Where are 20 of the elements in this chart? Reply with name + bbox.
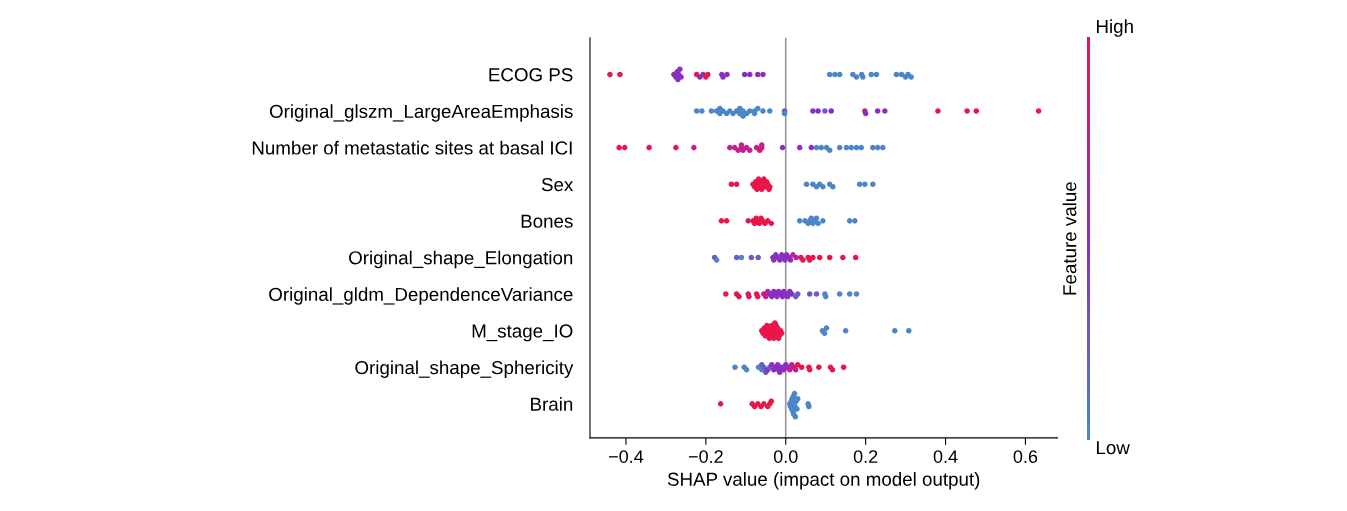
y-tick-label: Bones [521,214,573,228]
text: High [1096,19,1133,37]
y-tick-label: Original_shape_Sphericity [355,360,574,378]
x-tick-label: −0.2 [688,450,723,463]
x-tick-label: 0.0 [773,450,798,463]
x-tick-label: 0.6 [1013,450,1038,463]
x-tick-label: −0.4 [609,450,644,463]
y-tick-label: Original_glszm_LargeAreaEmphasis [269,104,573,122]
x-tick-label: 0.2 [853,450,878,463]
text: Low [1096,441,1130,455]
y-tick-label: M_stage_IO [472,324,573,342]
y-tick-label: Number of metastatic sites at basal ICI [252,140,572,155]
y-tick-label: Original_gldm_DependenceVariance [269,287,573,305]
y-tick-label: Sex [541,177,574,192]
x-tick-label: 0.4 [933,450,958,463]
y-tick-label: Original_shape_Elongation [349,250,573,269]
color-bar-title: Feature value [1062,182,1077,295]
y-tick-label: Brain [531,397,573,411]
y-tick-label: ECOG PS [489,68,573,82]
x-axis-title: SHAP value (impact on model output) [667,472,980,490]
